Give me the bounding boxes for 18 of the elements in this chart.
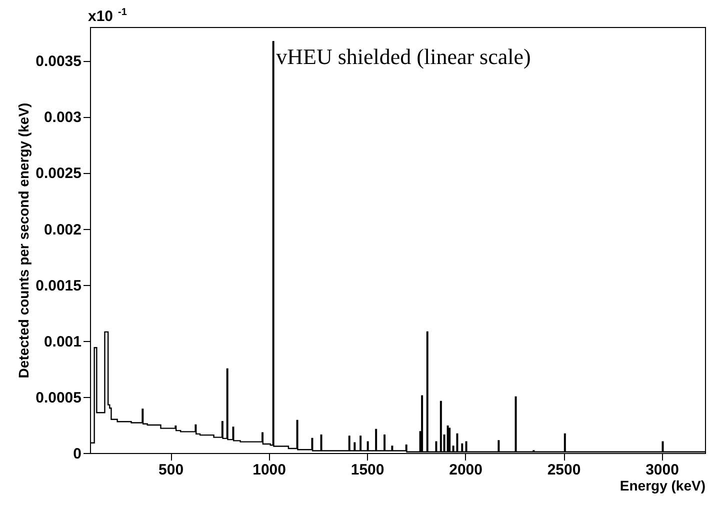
y-axis-title: Detected counts per second energy (keV): [16, 102, 32, 378]
x-tick-label: 1000: [252, 462, 286, 478]
x-tick-label: 3000: [646, 462, 679, 478]
y-tick-label: 0: [73, 446, 82, 462]
text: x10-1: [88, 7, 128, 25]
y-tick-label: 0.003: [44, 109, 82, 126]
text: vHEU shielded (linear scale): [276, 44, 531, 69]
y-tick-label: 0.001: [44, 333, 82, 350]
x-tick-label: 500: [158, 462, 184, 478]
y-tick-label: 0.002: [44, 221, 82, 238]
y-tick-label: 0.0035: [36, 53, 82, 70]
y-tick-label: 0.0015: [36, 277, 82, 294]
x-tick-label: 2500: [547, 462, 581, 478]
y-tick-label: 0.0025: [36, 165, 82, 182]
x-tick-label: 2000: [449, 462, 482, 478]
x-axis-title: Energy (keV): [620, 478, 706, 494]
y-tick-label: 0.0005: [36, 389, 82, 406]
x-tick-label: 1500: [350, 462, 384, 478]
